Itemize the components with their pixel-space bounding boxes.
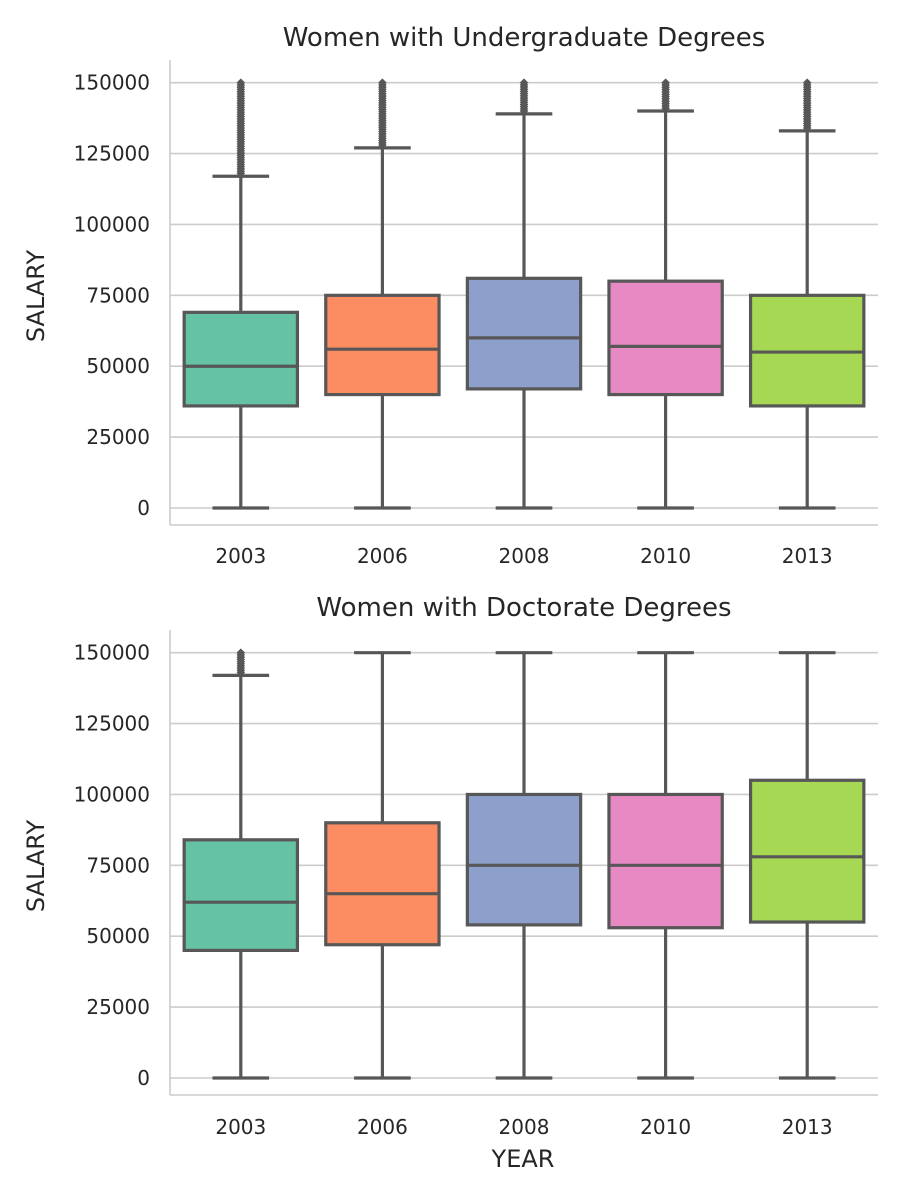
y-tick-label: 50000 — [86, 924, 150, 948]
x-tick-label: 2013 — [782, 1115, 833, 1139]
box-2008 — [465, 78, 583, 510]
x-tick-label: 2003 — [215, 1115, 266, 1139]
iqr-box — [607, 792, 724, 930]
y-axis-label: SALARY — [22, 250, 50, 343]
box-2013 — [748, 78, 866, 510]
x-ticks: 2003 2006 2008 2010 2013 — [215, 544, 832, 568]
box-2013 — [748, 651, 866, 1080]
x-tick-label: 2008 — [499, 544, 550, 568]
y-tick-label: 100000 — [74, 212, 150, 236]
iqr-box — [465, 276, 583, 391]
y-tick-label: 0 — [137, 496, 150, 520]
axes — [169, 60, 878, 526]
box-2003 — [182, 648, 300, 1080]
y-tick-label: 150000 — [74, 641, 150, 665]
panel-doctorate: Women with Doctorate Degrees SALARY YEAR… — [22, 593, 878, 1173]
y-tick-label: 75000 — [86, 853, 150, 877]
outlier-point — [802, 78, 812, 88]
y-ticks: 0 25000 50000 75000 100000 125000 150000 — [74, 71, 150, 520]
y-ticks: 0 25000 50000 75000 100000 125000 150000 — [74, 641, 150, 1090]
panel-title: Women with Undergraduate Degrees — [283, 23, 766, 53]
box-2006 — [324, 78, 441, 510]
box-2008 — [465, 651, 583, 1080]
outlier-point — [236, 648, 246, 658]
y-tick-label: 100000 — [74, 782, 150, 806]
outlier-point — [519, 78, 529, 88]
x-ticks: 2003 2006 2008 2010 2013 — [215, 1115, 832, 1139]
iqr-box — [748, 778, 866, 924]
panel-title: Women with Doctorate Degrees — [316, 593, 731, 623]
iqr-box — [182, 838, 300, 952]
iqr-box — [324, 293, 441, 397]
box-2006 — [324, 651, 441, 1080]
x-tick-label: 2003 — [215, 544, 266, 568]
iqr-box — [324, 821, 441, 947]
outlier-point — [378, 78, 387, 88]
x-tick-label: 2013 — [782, 544, 833, 568]
axes — [169, 630, 878, 1096]
boxes — [182, 78, 866, 510]
iqr-box — [607, 279, 724, 397]
y-tick-label: 125000 — [74, 712, 150, 736]
x-tick-label: 2008 — [499, 1115, 550, 1139]
x-tick-label: 2010 — [640, 544, 691, 568]
x-tick-label: 2010 — [640, 1115, 691, 1139]
iqr-box — [465, 792, 583, 927]
y-tick-label: 125000 — [74, 142, 150, 166]
y-tick-label: 0 — [137, 1066, 150, 1090]
y-tick-label: 50000 — [86, 354, 150, 378]
box-2010 — [607, 651, 724, 1080]
x-tick-label: 2006 — [357, 1115, 408, 1139]
y-tick-label: 75000 — [86, 283, 150, 307]
box-2003 — [182, 78, 300, 510]
y-axis-label: SALARY — [22, 820, 50, 913]
x-tick-label: 2006 — [357, 544, 408, 568]
boxes — [182, 648, 866, 1080]
outlier-point — [236, 78, 246, 88]
y-tick-label: 150000 — [74, 71, 150, 95]
box-2010 — [607, 78, 724, 510]
iqr-box — [182, 310, 300, 408]
y-tick-label: 25000 — [86, 995, 150, 1019]
panel-undergraduate: Women with Undergraduate Degrees SALARY … — [22, 23, 878, 568]
x-axis-label: YEAR — [491, 1145, 555, 1173]
y-tick-label: 25000 — [86, 425, 150, 449]
outlier-point — [661, 78, 670, 88]
